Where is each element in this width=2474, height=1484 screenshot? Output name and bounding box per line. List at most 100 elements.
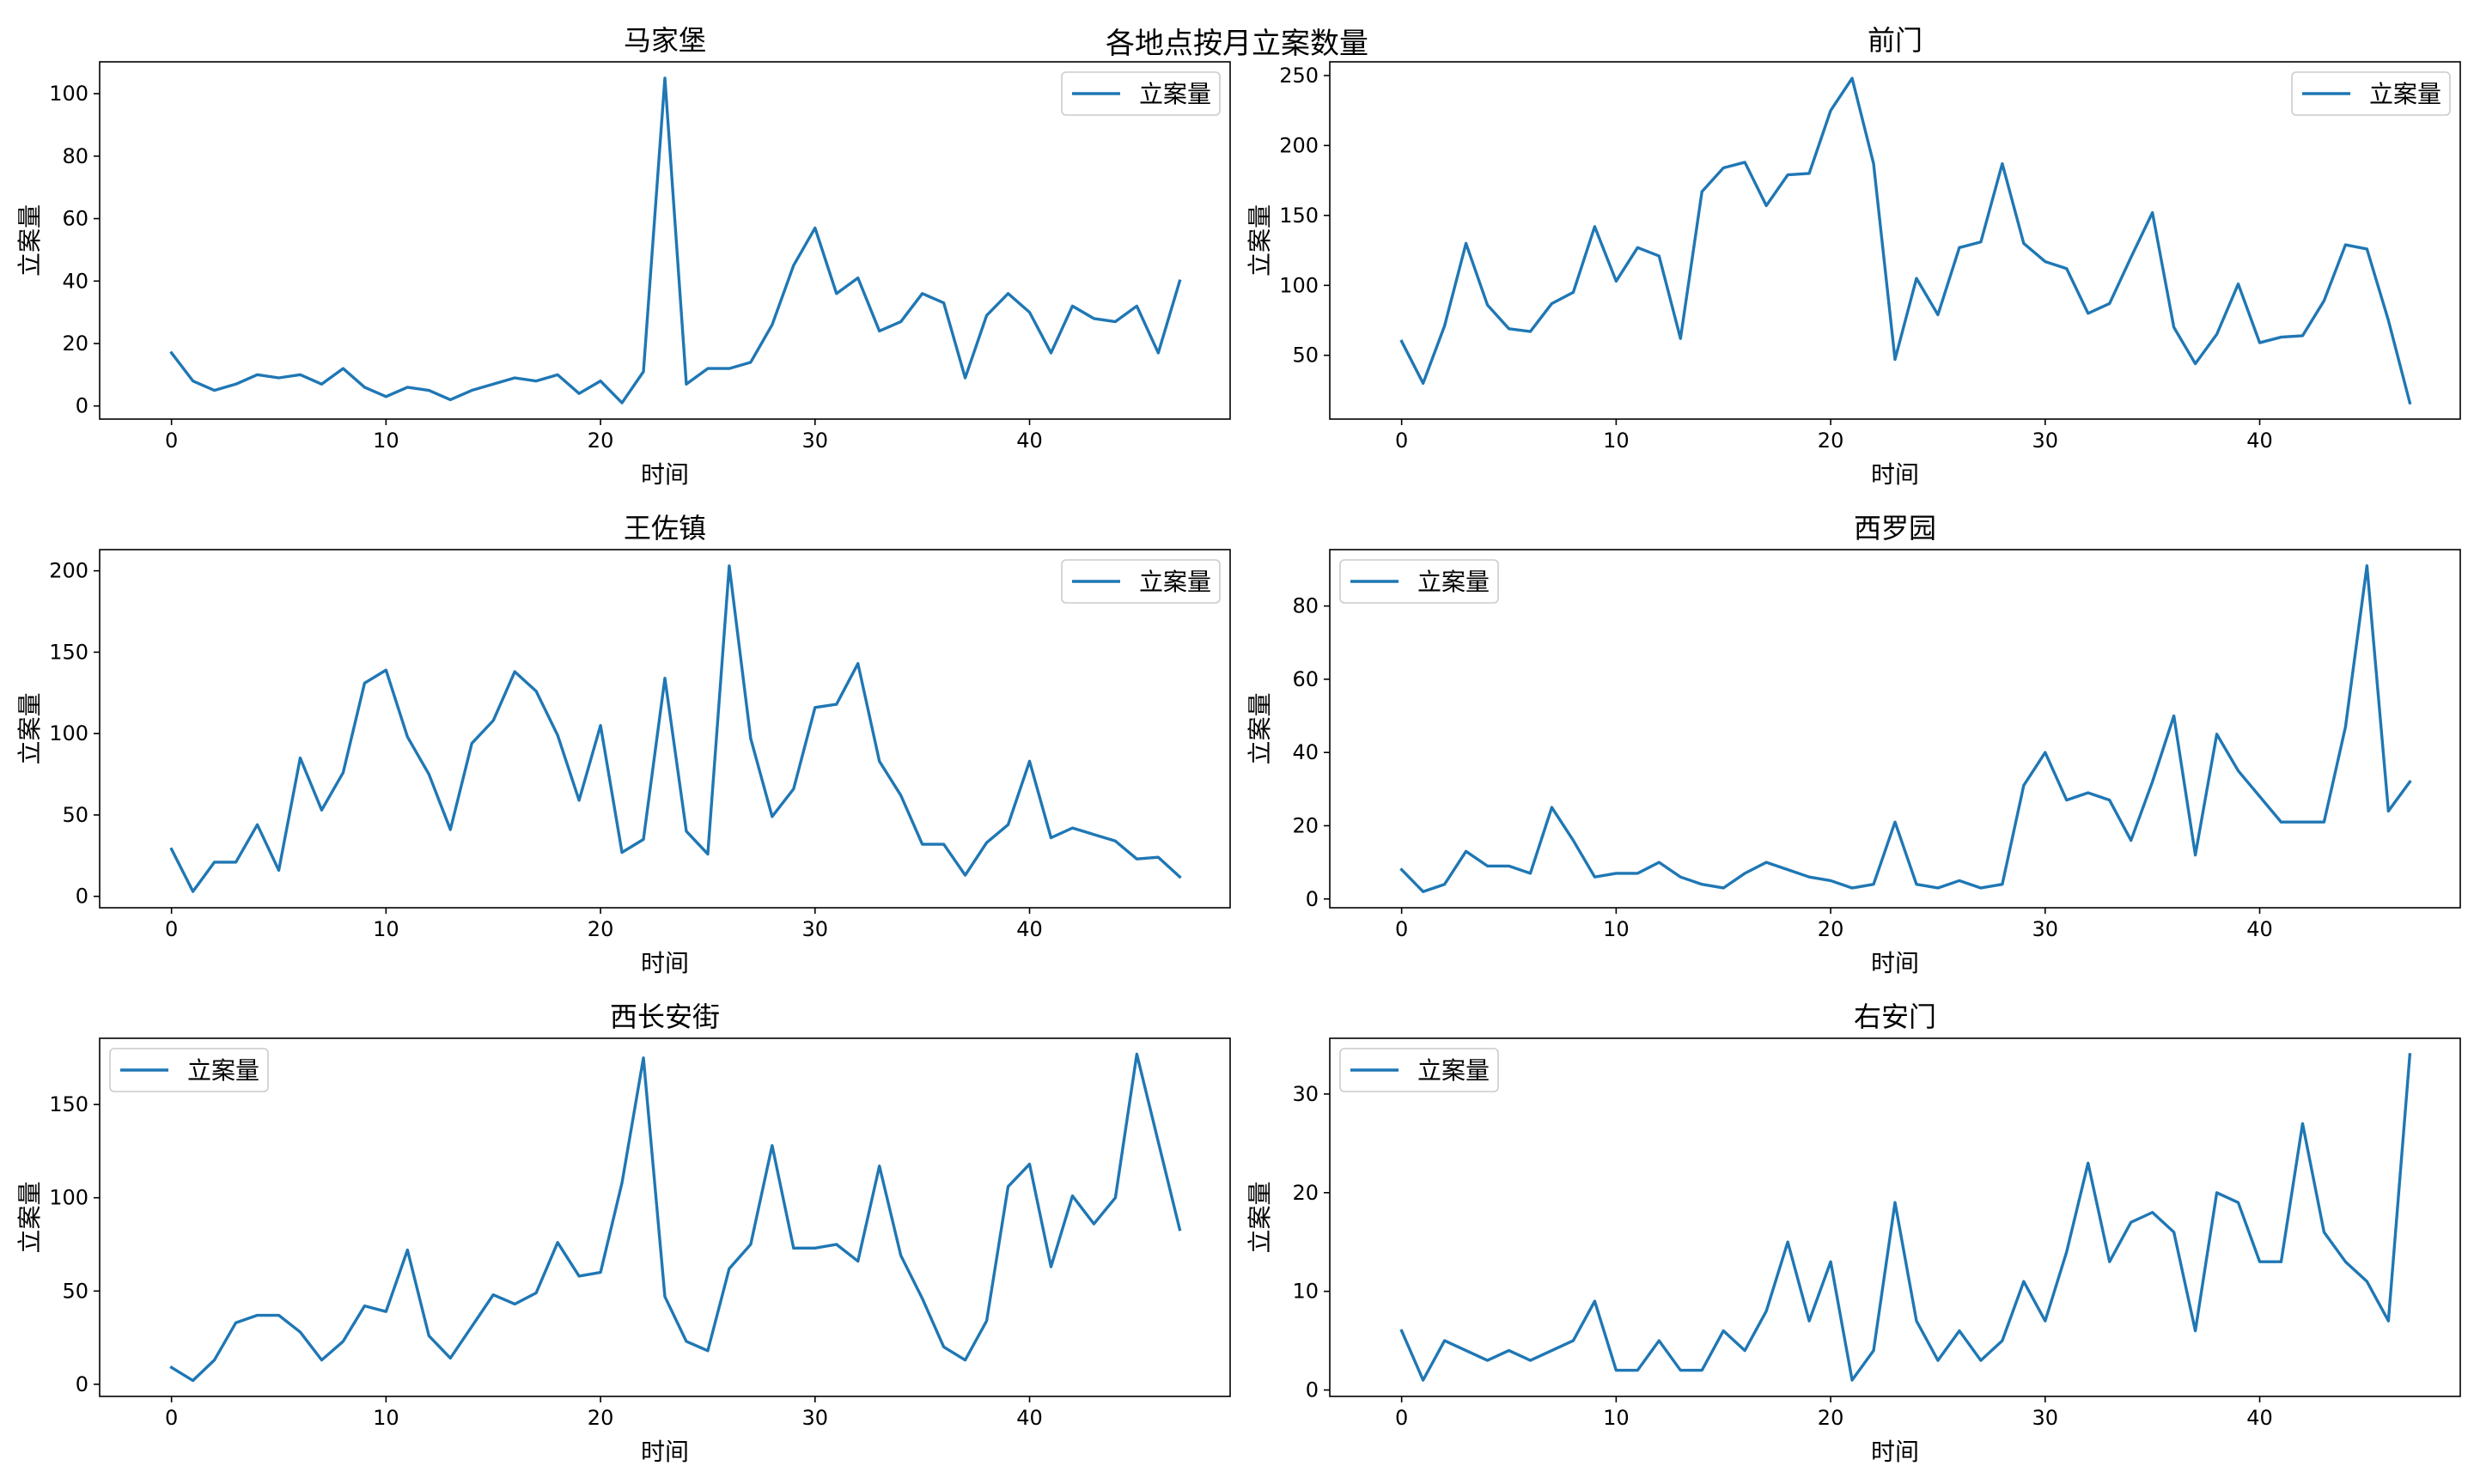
x-tick-label: 30 [2032, 429, 2059, 453]
x-tick-label: 40 [1016, 429, 1043, 453]
legend-box [1339, 1048, 1499, 1092]
y-tick-label: 100 [49, 721, 88, 745]
x-axis-label: 时间 [1871, 949, 1919, 977]
axes-frame [99, 61, 1231, 420]
series-line-5 [169, 1052, 1182, 1383]
x-axis-label: 时间 [641, 1438, 689, 1466]
y-tick-label: 0 [76, 1372, 88, 1396]
x-tick-label: 10 [1603, 1406, 1630, 1430]
x-tick-label: 30 [2032, 917, 2059, 941]
y-axis-label: 立案量 [1246, 1181, 1274, 1253]
legend-label: 立案量 [1139, 80, 1211, 108]
legend-label: 立案量 [1417, 1056, 1490, 1085]
axes-frame [1329, 549, 2461, 909]
y-tick-label: 60 [62, 207, 88, 231]
figure-suptitle: 各地点按月立案数量 [1106, 27, 1368, 61]
panel-title: 前门 [1868, 24, 1923, 57]
legend: 立案量 [1339, 559, 1499, 604]
legend-label: 立案量 [187, 1056, 259, 1085]
y-axis-label: 立案量 [15, 692, 44, 764]
legend-box [1339, 559, 1499, 604]
x-axis-label: 时间 [1871, 1438, 1919, 1466]
y-tick-label: 200 [49, 559, 88, 583]
x-tick-label: 20 [1818, 429, 1844, 453]
legend: 立案量 [2291, 71, 2451, 116]
panel-title: 右安门 [1854, 1000, 1936, 1033]
series-line-4 [1399, 564, 2412, 893]
panel-title: 王佐镇 [624, 512, 706, 544]
x-tick-label: 30 [802, 1406, 829, 1430]
y-tick-label: 100 [1279, 273, 1319, 297]
x-tick-label: 10 [373, 917, 399, 941]
y-axis-label: 立案量 [15, 204, 44, 277]
axes-frame [1329, 1037, 2461, 1397]
legend-label: 立案量 [2369, 80, 2441, 108]
y-tick-label: 80 [1292, 594, 1319, 618]
x-tick-label: 10 [373, 429, 399, 453]
axes-frame [1329, 61, 2461, 420]
x-tick-label: 20 [588, 1406, 614, 1430]
x-tick-label: 20 [588, 429, 614, 453]
x-tick-label: 10 [1603, 917, 1630, 941]
series-line-6 [1399, 1053, 2412, 1382]
x-tick-label: 30 [802, 429, 829, 453]
y-tick-label: 20 [1292, 1181, 1319, 1205]
y-tick-label: 200 [1279, 133, 1319, 157]
y-tick-label: 60 [1292, 667, 1319, 691]
x-tick-label: 0 [1395, 917, 1408, 941]
y-tick-label: 50 [1292, 344, 1319, 368]
x-tick-label: 40 [2246, 1406, 2273, 1430]
y-tick-label: 0 [76, 394, 88, 418]
series-line-3 [169, 564, 1182, 893]
axes-frame [99, 1037, 1231, 1397]
y-tick-label: 250 [1279, 64, 1319, 88]
legend: 立案量 [1061, 559, 1221, 604]
x-tick-label: 20 [1818, 1406, 1844, 1430]
legend-box [1061, 559, 1221, 604]
legend: 立案量 [109, 1048, 269, 1092]
y-tick-label: 100 [49, 1186, 88, 1210]
y-axis-label: 立案量 [15, 1181, 44, 1253]
panel-title: 马家堡 [624, 24, 706, 57]
legend-box [109, 1048, 269, 1092]
y-tick-label: 30 [1292, 1082, 1319, 1106]
y-tick-label: 0 [76, 885, 88, 909]
x-tick-label: 30 [2032, 1406, 2059, 1430]
y-tick-label: 20 [62, 331, 88, 356]
y-tick-label: 40 [62, 269, 88, 293]
x-tick-label: 0 [165, 429, 178, 453]
axes-frame [99, 549, 1231, 909]
legend-box [1061, 71, 1221, 116]
x-tick-label: 10 [1603, 429, 1630, 453]
y-tick-label: 150 [49, 1092, 88, 1116]
y-axis-label: 立案量 [1246, 204, 1274, 277]
y-tick-label: 50 [62, 1279, 88, 1303]
x-tick-label: 40 [2246, 917, 2273, 941]
x-axis-label: 时间 [641, 460, 689, 489]
x-axis-label: 时间 [641, 949, 689, 977]
x-tick-label: 10 [373, 1406, 399, 1430]
y-tick-label: 40 [1292, 740, 1319, 764]
legend-label: 立案量 [1417, 568, 1490, 596]
y-tick-label: 80 [62, 144, 88, 168]
y-tick-label: 100 [49, 82, 88, 106]
x-tick-label: 0 [1395, 429, 1408, 453]
y-tick-label: 10 [1292, 1280, 1319, 1304]
x-tick-label: 30 [802, 917, 829, 941]
legend-box [2291, 71, 2451, 116]
legend-label: 立案量 [1139, 568, 1211, 596]
panel-title: 西长安街 [610, 1000, 720, 1033]
y-tick-label: 150 [49, 640, 88, 664]
x-axis-label: 时间 [1871, 460, 1919, 489]
y-tick-label: 20 [1292, 813, 1319, 837]
x-tick-label: 0 [165, 1406, 178, 1430]
panel-title: 西罗园 [1854, 512, 1936, 544]
